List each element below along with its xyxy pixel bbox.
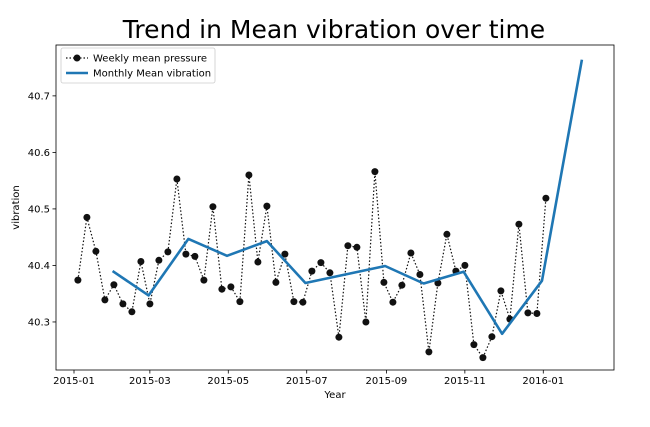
weekly-point	[119, 300, 127, 308]
legend-weekly-swatch-marker	[73, 54, 81, 62]
weekly-point	[389, 298, 397, 306]
weekly-point	[488, 333, 496, 341]
weekly-point	[434, 279, 442, 287]
weekly-series-line	[77, 171, 547, 359]
weekly-point	[155, 256, 163, 264]
weekly-point	[83, 213, 91, 221]
weekly-point	[335, 333, 343, 341]
weekly-point	[191, 252, 199, 260]
weekly-point	[218, 285, 226, 293]
monthly-series-line	[111, 59, 584, 336]
legend-weekly-label: Weekly mean pressure	[93, 54, 207, 65]
weekly-point	[515, 220, 523, 228]
x-tick-label: 2015-05	[207, 376, 249, 387]
weekly-point	[137, 258, 145, 265]
weekly-point	[164, 248, 172, 256]
x-tick-label: 2015-01	[53, 376, 95, 387]
weekly-point	[407, 249, 415, 257]
weekly-point	[128, 308, 136, 316]
weekly-point	[236, 298, 244, 306]
x-tick-label: 2016-01	[522, 376, 564, 387]
weekly-point	[281, 250, 289, 258]
weekly-point	[227, 283, 235, 291]
plot-area	[74, 59, 584, 362]
x-tick-label: 2015-09	[366, 376, 408, 387]
weekly-point	[308, 267, 316, 275]
weekly-point	[182, 250, 190, 258]
weekly-point	[470, 341, 478, 349]
weekly-point	[245, 171, 253, 179]
weekly-point	[533, 310, 541, 317]
x-tick-label: 2015-11	[444, 376, 486, 387]
weekly-point	[290, 298, 298, 306]
y-tick-label: 40.5	[28, 204, 50, 215]
weekly-point	[353, 243, 361, 251]
weekly-point	[443, 230, 451, 238]
x-tick-label: 2015-03	[129, 376, 171, 387]
legend: Weekly mean pressure Monthly Mean vibrat…	[60, 47, 216, 84]
weekly-point	[299, 298, 307, 306]
weekly-point	[362, 318, 370, 326]
y-tick-label: 40.7	[28, 91, 50, 102]
weekly-point	[110, 281, 118, 289]
weekly-point	[497, 287, 505, 295]
weekly-point	[254, 258, 262, 266]
chart-title: Trend in Mean vibration over time	[122, 15, 545, 44]
weekly-point	[326, 269, 334, 277]
weekly-point	[272, 278, 280, 286]
weekly-point	[173, 175, 181, 183]
weekly-point	[209, 203, 217, 211]
weekly-point	[542, 194, 550, 202]
weekly-point	[524, 309, 532, 317]
legend-box	[60, 47, 216, 84]
weekly-point	[92, 247, 100, 255]
axis-ticks: 2015-01 2015-03 2015-05 2015-07 2015-09 2015-…	[28, 91, 564, 387]
y-axis-label: vibration	[11, 185, 22, 229]
weekly-point	[263, 202, 271, 210]
weekly-point	[479, 354, 487, 362]
legend-monthly-label: Monthly Mean vibration	[93, 69, 211, 80]
weekly-point	[101, 296, 109, 304]
weekly-point	[461, 261, 469, 269]
weekly-point	[146, 300, 154, 308]
weekly-point	[425, 348, 433, 356]
weekly-point	[74, 276, 82, 284]
weekly-point	[200, 276, 208, 284]
x-axis-label: Year	[323, 390, 346, 401]
x-tick-label: 2015-07	[286, 376, 328, 387]
weekly-point	[317, 259, 325, 267]
weekly-point	[380, 278, 388, 286]
weekly-point	[416, 271, 424, 278]
weekly-point	[344, 242, 352, 250]
axes-frame	[55, 44, 615, 371]
y-tick-label: 40.6	[28, 148, 50, 159]
weekly-point	[371, 168, 379, 176]
y-tick-label: 40.3	[28, 317, 50, 328]
weekly-point	[398, 281, 406, 289]
y-tick-label: 40.4	[28, 261, 50, 272]
